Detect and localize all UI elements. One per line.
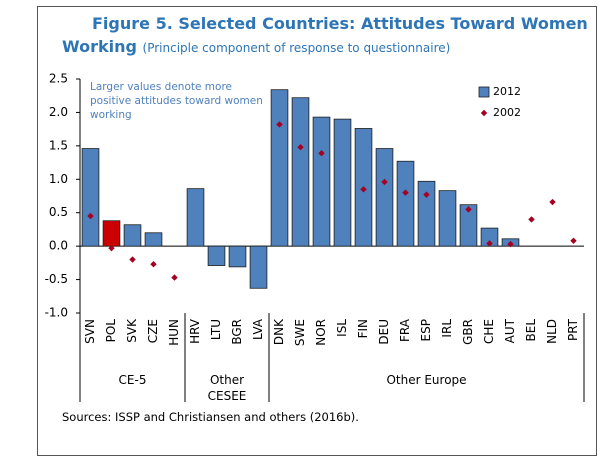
point	[465, 206, 472, 213]
point	[297, 143, 304, 151]
point	[108, 244, 115, 252]
x-tick-label: NLD	[545, 319, 559, 344]
frame	[37, 6, 597, 456]
bar	[396, 160, 415, 247]
x-tick-label: SVN	[83, 319, 97, 344]
x-tick-label: NOR	[314, 319, 328, 346]
bar	[375, 148, 394, 247]
point	[486, 240, 493, 247]
source: Sources: ISSP and Christiansen and other…	[62, 410, 359, 424]
x-tick-label: DEU	[377, 319, 391, 345]
bar	[270, 89, 289, 247]
x-tick-label: CHE	[482, 319, 496, 344]
point	[318, 150, 325, 157]
title-block: Figure 5. Selected Countries: Attitudes …	[62, 12, 592, 60]
point	[549, 198, 556, 206]
x-tick-label: IRL	[440, 319, 454, 338]
y-tick-label: -1.0	[45, 306, 68, 320]
group-label: Other CESEE	[207, 373, 247, 403]
annotation: Larger values denote more positive attit…	[90, 81, 263, 121]
bar	[186, 188, 205, 247]
x-tick-label: HRV	[188, 318, 202, 344]
group-label: Other Europe	[386, 373, 467, 387]
point	[171, 274, 178, 281]
point	[150, 260, 157, 268]
x-tick-label: HUN	[167, 319, 181, 346]
y-tick-label: 1.0	[49, 172, 68, 186]
y-tick-label: 0.0	[49, 239, 68, 253]
bar	[291, 97, 310, 247]
point	[570, 237, 577, 244]
x-tick-label: CZE	[146, 319, 160, 343]
bar	[123, 224, 142, 247]
group-label: CE-5	[118, 373, 147, 387]
bar	[438, 190, 457, 247]
point	[276, 121, 283, 128]
bar	[207, 245, 226, 266]
y-tick-label: -0.5	[45, 272, 68, 286]
x-tick-label: POL	[104, 319, 118, 343]
point	[129, 256, 136, 263]
x-tick-label: FIN	[356, 319, 370, 338]
bar	[102, 220, 121, 247]
x-tick-label: LTU	[209, 319, 223, 340]
point	[87, 212, 94, 220]
point	[381, 178, 388, 186]
point	[360, 186, 367, 193]
x-tick-label: BGR	[230, 319, 244, 345]
y-tick-label: 2.0	[49, 105, 68, 119]
bar	[333, 118, 352, 247]
x-tick-label: FRA	[398, 318, 412, 342]
bar	[81, 148, 100, 247]
point	[507, 240, 514, 248]
bar	[459, 204, 478, 247]
x-tick-label: PRT	[566, 318, 580, 341]
y-tick-label: 0.5	[49, 205, 68, 219]
point	[423, 191, 430, 198]
legend-label: 2012	[493, 85, 521, 98]
bar	[228, 245, 247, 268]
x-tick-label: ESP	[419, 319, 433, 341]
x-tick-label: DNK	[272, 318, 286, 345]
x-tick-label: AUT	[503, 318, 517, 343]
x-tick-label: ISL	[335, 319, 349, 337]
chart-title: Figure 5. Selected Countries: Attitudes …	[62, 14, 588, 56]
bar	[144, 232, 163, 247]
x-tick-label: BEL	[524, 319, 538, 342]
x-tick-label: SWE	[293, 319, 307, 346]
y-tick-label: 2.5	[49, 72, 68, 86]
legend-swatch	[480, 109, 488, 117]
legend-label: 2002	[493, 106, 521, 119]
point	[528, 216, 535, 223]
x-tick-label: SVK	[125, 318, 139, 343]
x-tick-label: GBR	[461, 319, 475, 345]
point	[402, 189, 409, 196]
y-tick-label: 1.5	[49, 138, 68, 152]
bar	[249, 245, 268, 289]
bar	[417, 180, 436, 247]
x-tick-label: LVA	[251, 318, 265, 340]
chart-subtitle: (Principle component of response to ques…	[142, 41, 451, 55]
bar	[312, 116, 331, 247]
legend-swatch	[478, 86, 490, 98]
